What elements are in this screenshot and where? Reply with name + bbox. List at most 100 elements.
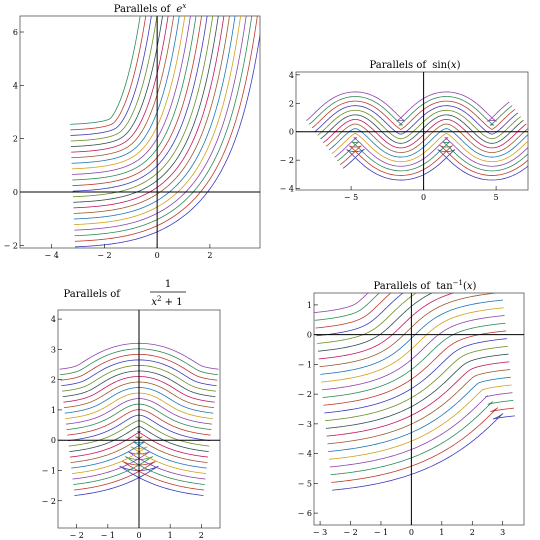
panel-sin-axes [296,72,528,190]
parallel-curve [74,16,253,237]
y-tick-label: − 4 [298,450,312,459]
y-tick-label: 4 [51,315,56,324]
parallel-curve [325,123,528,153]
parallel-curve [317,293,433,352]
parallel-curve [71,16,175,159]
panel-sin: Parallels of sin(x) − 5 0 5 − 4 − 2 0 2 4 [280,60,529,202]
y-tick-label: 4 [289,71,294,80]
parallel-curve [73,16,219,203]
y-tick-label: − 3 [298,420,312,429]
y-tick-label: − 2 [42,497,56,506]
x-tick-label: 2 [207,251,212,260]
panel-sin-frame [295,71,529,191]
panel-sin-curves [306,91,528,181]
x-tick-label: 1 [168,531,173,540]
panel-exp-axes [20,16,260,248]
parallel-curve [342,149,528,181]
parallel-curve [321,315,505,391]
x-tick-label: 2 [470,528,475,537]
panel-lorentz-title: Parallels of [63,289,121,300]
parallel-curve [320,299,503,375]
y-tick-label: 6 [13,28,18,37]
parallel-curve [316,293,404,337]
y-tick-label: − 5 [298,479,312,488]
parallel-curve [71,16,180,164]
x-tick-label: 0 [421,193,426,202]
parallel-curve [317,109,521,140]
parallel-curve [331,132,528,163]
y-tick-label: − 2 [4,241,18,250]
parallel-curve [308,96,513,126]
y-tick-label: − 2 [280,156,294,165]
parallel-curve [317,293,417,344]
parallel-curve [70,16,163,147]
parallel-curve [73,16,230,214]
panel-lorentz-axes [58,310,220,528]
parallel-curve [322,322,506,398]
panel-sin-title: Parallels of sin(x) [370,60,461,71]
panel-lorentz: Parallels of 1 x2 + 1 − 2 − 1 0 1 2 − 2 − 1 0 1 2… [42,279,221,540]
x-tick-label: 5 [494,193,499,202]
y-tick-label: − 6 [298,509,312,518]
x-tick-label: − 1 [374,528,388,537]
y-tick-label: 1 [51,406,56,415]
parallel-curve [70,16,147,131]
parallel-curve [70,16,158,142]
parallel-curve [74,16,258,242]
parallel-curve [334,137,528,167]
y-tick-label: 0 [289,128,294,137]
parallel-curve [70,16,152,136]
panel-exp: Parallels of ex − 4 − 2 0 2 − 2 0 2 4 6 [4,2,261,260]
x-tick-label: 1 [439,528,444,537]
parallel-curve [72,16,191,175]
x-tick-label: 3 [500,528,505,537]
x-tick-label: 0 [155,251,160,260]
parallel-curve [311,100,516,130]
parallel-curve [318,293,455,360]
parallel-curve [73,16,225,209]
parallel-curve [332,413,515,491]
panel-lorentz-denominator: x2 + 1 [151,295,182,308]
parallel-curve [72,16,208,192]
parallel-curve [324,338,507,414]
x-tick-label: − 4 [44,251,58,260]
panel-exp-ticks: − 4 − 2 0 2 − 2 0 2 4 6 [4,28,213,260]
panel-arctan-title: Parallels of tan−1(x) [374,279,477,292]
parallel-curve [74,16,242,225]
parallel-curve [325,345,508,422]
parallel-curve [314,293,369,313]
y-tick-label: − 4 [280,185,294,194]
y-tick-label: − 2 [298,390,312,399]
parallel-curve [74,16,247,231]
x-tick-label: − 2 [343,528,357,537]
parallel-curve [74,32,260,248]
parallel-curve [314,105,519,135]
parallel-curve [319,293,500,368]
parallel-curve [337,141,528,172]
parallel-curve [327,369,511,445]
parallel-curve [314,293,380,321]
parallel-curve [71,16,186,170]
x-tick-label: 2 [199,531,204,540]
parallel-curve [70,16,141,125]
parallel-curve [328,128,528,158]
y-tick-label: 2 [289,99,294,108]
y-tick-label: 0 [13,188,18,197]
parallel-curve [71,16,169,153]
panel-arctan-frame [313,292,525,526]
panel-exp-curves [70,16,260,248]
x-tick-label: 0 [409,528,414,537]
y-tick-label: − 1 [42,466,56,475]
parallel-curve [331,407,515,483]
x-tick-label: − 2 [70,531,84,540]
y-tick-label: 1 [307,301,312,310]
y-tick-label: 4 [13,81,18,90]
y-tick-label: 2 [51,376,56,385]
y-tick-label: 3 [51,345,56,354]
parallel-curve [329,384,512,460]
panel-lorentz-ticks: − 2 − 1 0 1 2 − 2 − 1 0 1 2 3 4 [42,315,204,540]
parallel-curve [321,307,504,383]
parallel-curve [323,119,527,149]
parallel-curve [72,16,214,198]
